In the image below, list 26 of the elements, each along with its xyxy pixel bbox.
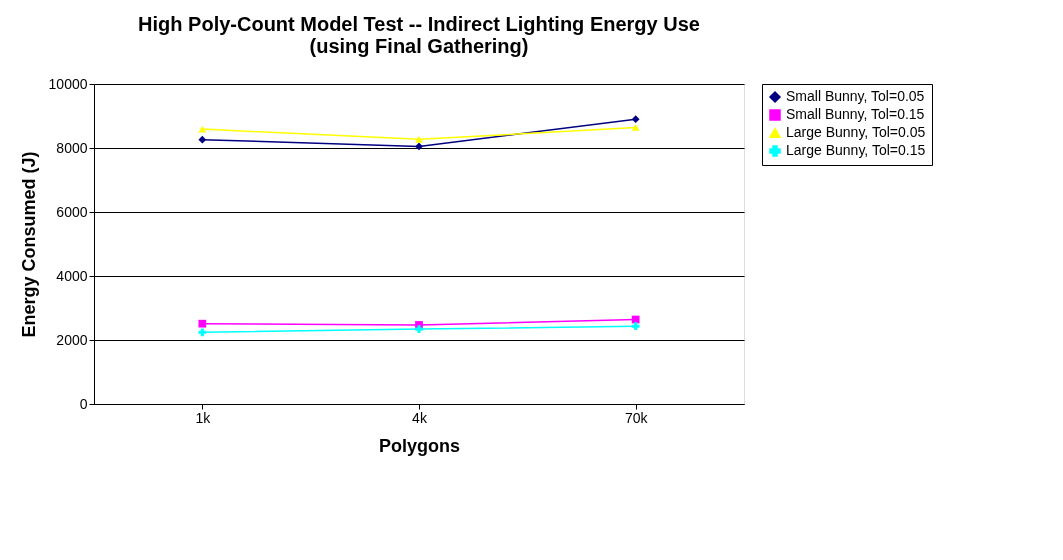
point: [631, 322, 640, 331]
legend-label: Large Bunny, Tol=0.15: [786, 142, 926, 158]
point: [415, 142, 423, 151]
legend-label: Small Bunny, Tol=0.15: [786, 106, 925, 122]
y-tick-label: 2000: [56, 331, 88, 348]
legend-label: Large Bunny, Tol=0.05: [786, 124, 926, 140]
point: [198, 135, 207, 144]
y-axis-title: Energy Consumed (J): [18, 151, 39, 338]
x-axis-title: Polygons: [378, 435, 461, 456]
point: [415, 136, 423, 143]
x-tick-label: 4k: [412, 409, 428, 426]
y-tick-label: 10000: [48, 75, 88, 92]
text: High Poly-Count Model Test -- Indirect Lighting Energy Use: [138, 13, 700, 35]
x-tick-label: 1k: [195, 409, 212, 426]
x-tick-label: 70k: [624, 409, 649, 426]
y-tick-label: 0: [79, 395, 88, 412]
point: [415, 325, 423, 333]
y-tick-label: 8000: [56, 139, 88, 156]
point: [631, 124, 640, 131]
legend-label: Small Bunny, Tol=0.05: [786, 88, 925, 104]
point: [198, 319, 207, 328]
y-tick-label: 4000: [56, 267, 88, 284]
y-tick-label: 6000: [56, 203, 88, 220]
text: (using Final Gathering): [309, 35, 529, 57]
point: [198, 328, 207, 337]
point: [631, 115, 640, 124]
